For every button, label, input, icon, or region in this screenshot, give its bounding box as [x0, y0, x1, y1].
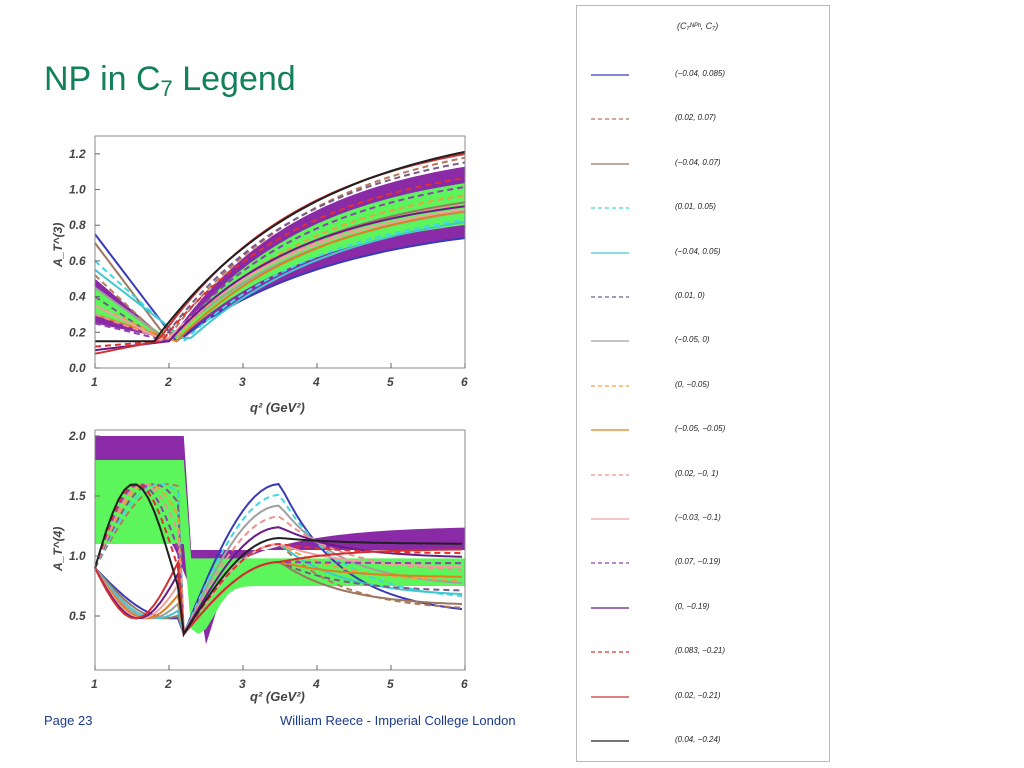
uncertainty-band — [95, 460, 465, 634]
legend-label: (0.01, 0) — [675, 291, 705, 300]
y-axis-label: A_T^(3) — [51, 223, 65, 268]
x-tick-label: 1 — [91, 677, 98, 691]
plot-at4: 1 2 3 4 5 6 0.5 1.0 1.5 2.0 A_T^(4) q² (GeV²) — [51, 429, 468, 704]
legend-swatch — [591, 296, 629, 298]
curve — [94, 194, 466, 341]
curve — [94, 210, 466, 343]
y-axis-label: A_T^(4) — [51, 527, 65, 572]
legend-label: (−0.05, −0.05) — [675, 424, 726, 434]
legend-label: (0.02, −0.21) — [675, 690, 721, 700]
legend-header: (C₇ᴺᴾʰ, C₇) — [677, 21, 719, 31]
x-tick-label: 3 — [239, 677, 246, 691]
legend-label: (0.01, 0.05) — [675, 202, 716, 212]
y-tick-label: 1.0 — [69, 549, 86, 563]
legend-swatch — [591, 429, 629, 431]
legend-label: (−0.04, 0.05) — [675, 246, 721, 256]
curve — [94, 548, 463, 637]
curve — [94, 482, 463, 635]
legend-label: (−0.03, −0.1) — [675, 513, 721, 522]
curve — [94, 177, 466, 348]
legend-label: (0.083, −0.21) — [675, 646, 726, 656]
x-axis-label: q² (GeV²) — [250, 689, 305, 704]
legend-panel: (C₇ᴺᴾʰ, C₇) (−0.04, 0.085) (0.02, 0.07) (−… — [576, 5, 830, 762]
plot-frame — [94, 429, 466, 671]
legend-label: (−0.04, 0.085) — [675, 69, 726, 78]
legend-swatch — [591, 385, 629, 387]
x-tick-label: 2 — [164, 677, 172, 691]
legend-swatch — [591, 473, 629, 476]
curve — [94, 233, 466, 343]
legend-swatch — [591, 562, 629, 565]
y-tick-label: 1.5 — [69, 489, 86, 503]
curve — [94, 221, 466, 340]
plot-frame — [94, 135, 466, 369]
legend-item: (0.01, 0.05) — [591, 202, 821, 214]
curve — [94, 526, 463, 638]
legend-item: (0.02, −0.21) — [591, 691, 821, 703]
legend-label: (−0.04, 0.07) — [675, 157, 721, 167]
y-tick-label: 2.0 — [68, 429, 86, 443]
legend-item: (−0.05, −0.05) — [591, 424, 821, 436]
legend-swatch — [591, 740, 629, 742]
y-tick-label: 0.2 — [69, 325, 86, 339]
legend-item: (0.02, 0.07) — [591, 113, 821, 125]
legend-swatch — [591, 163, 629, 165]
legend-item: (0, −0.19) — [591, 602, 821, 614]
curve — [94, 482, 463, 637]
legend-swatch — [591, 118, 629, 121]
page-number: Page 23 — [44, 713, 93, 728]
x-tick-label: 4 — [312, 677, 320, 691]
curve — [94, 205, 466, 352]
legend-item: (−0.04, 0.07) — [591, 158, 821, 170]
y-tick-label: 0.4 — [69, 290, 86, 304]
x-tick-label: 6 — [461, 677, 468, 691]
legend-label: (0.02, −0, 1) — [675, 468, 719, 478]
legend-item: (0, −0.05) — [591, 380, 821, 392]
footer-author: William Reece - Imperial College London — [280, 713, 516, 728]
legend-swatch — [591, 607, 629, 609]
legend-swatch — [591, 340, 629, 343]
y-tick-label: 1.2 — [69, 147, 86, 161]
y-tick-label: 0.5 — [69, 609, 86, 623]
plot-at3: 1 2 3 4 5 6 0.0 0.2 0.4 0.6 0.8 1.0 1.2 A_T^(3) q² (… — [51, 135, 468, 415]
legend-swatch — [591, 695, 629, 698]
uncertainty-band — [95, 436, 465, 645]
legend-label: (0.07, −0.19) — [675, 557, 721, 567]
y-tick-label: 0.8 — [69, 218, 86, 232]
curve — [94, 483, 462, 637]
slide-title: NP in C7 Legend — [44, 60, 296, 101]
x-tick-label: 4 — [312, 375, 320, 389]
x-tick-label: 3 — [239, 375, 246, 389]
x-axis-label: q² (GeV²) — [250, 400, 305, 415]
x-tick-label: 2 — [164, 375, 172, 389]
legend-item: (0.04, −0.24) — [591, 735, 821, 747]
legend-item: (0.01, 0) — [591, 291, 821, 303]
y-tick-label: 0.6 — [69, 254, 86, 268]
y-tick-label: 0.0 — [69, 361, 86, 375]
legend-item: (0.07, −0.19) — [591, 557, 821, 569]
legend-item: (0.083, −0.21) — [591, 646, 821, 658]
legend-label: (0, −0.19) — [675, 601, 710, 611]
legend-swatch — [591, 518, 629, 520]
legend-label: (0.04, −0.24) — [675, 735, 721, 744]
legend-item: (−0.05, 0) — [591, 335, 821, 347]
x-tick-label: 1 — [91, 375, 98, 389]
legend-label: (0.02, 0.07) — [675, 113, 716, 123]
legend-swatch — [591, 74, 629, 76]
legend-item: (−0.04, 0.085) — [591, 69, 821, 81]
legend-item: (−0.04, 0.05) — [591, 247, 821, 259]
x-tick-label: 5 — [387, 375, 394, 389]
y-tick-label: 1.0 — [69, 183, 86, 197]
legend-item: (−0.03, −0.1) — [591, 513, 821, 525]
legend-swatch — [591, 207, 629, 209]
legend-swatch — [591, 651, 629, 653]
legend-label: (0, −0.05) — [675, 379, 710, 389]
legend-item: (0.02, −0, 1) — [591, 469, 821, 481]
x-tick-label: 6 — [461, 375, 468, 389]
legend-swatch — [591, 251, 629, 254]
x-tick-label: 5 — [387, 677, 394, 691]
legend-label: (−0.05, 0) — [675, 335, 710, 345]
curve — [95, 150, 466, 343]
